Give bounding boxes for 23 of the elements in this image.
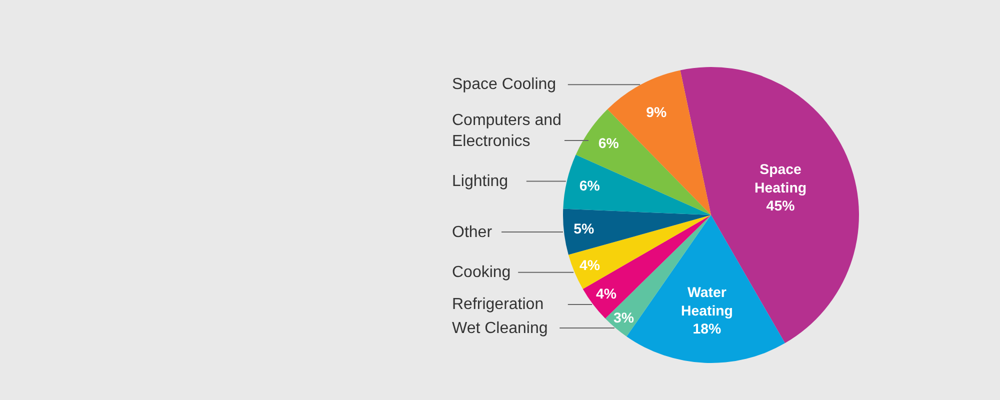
slice-label: Wet Cleaning [452, 320, 548, 337]
data-label: 6% [598, 136, 620, 152]
slice-label: Water Heating [680, 284, 733, 320]
data-label: 3% [613, 310, 634, 326]
slice-label: Computers and Electronics [452, 112, 562, 150]
data-label: 4% [596, 286, 617, 303]
pie-slice [563, 154, 711, 215]
slice-label: Cooking [452, 264, 511, 281]
data-label: 4% [580, 258, 600, 274]
data-label: 9% [646, 105, 667, 122]
data-label: 45% [766, 198, 796, 215]
pie-slice [568, 215, 711, 289]
data-label: 6% [579, 178, 600, 195]
pie-slice [563, 208, 711, 255]
data-label: 18% [692, 322, 722, 338]
slice-label: Space Cooling [452, 76, 556, 93]
slice-label: Refrigeration [452, 296, 544, 313]
slice-label: Other [452, 224, 493, 241]
slice-label: Space Heating [754, 162, 807, 196]
pie-slice [680, 67, 859, 344]
data-label: 5% [574, 222, 594, 238]
slice-label: Lighting [452, 173, 508, 190]
pie-slice [576, 109, 711, 215]
